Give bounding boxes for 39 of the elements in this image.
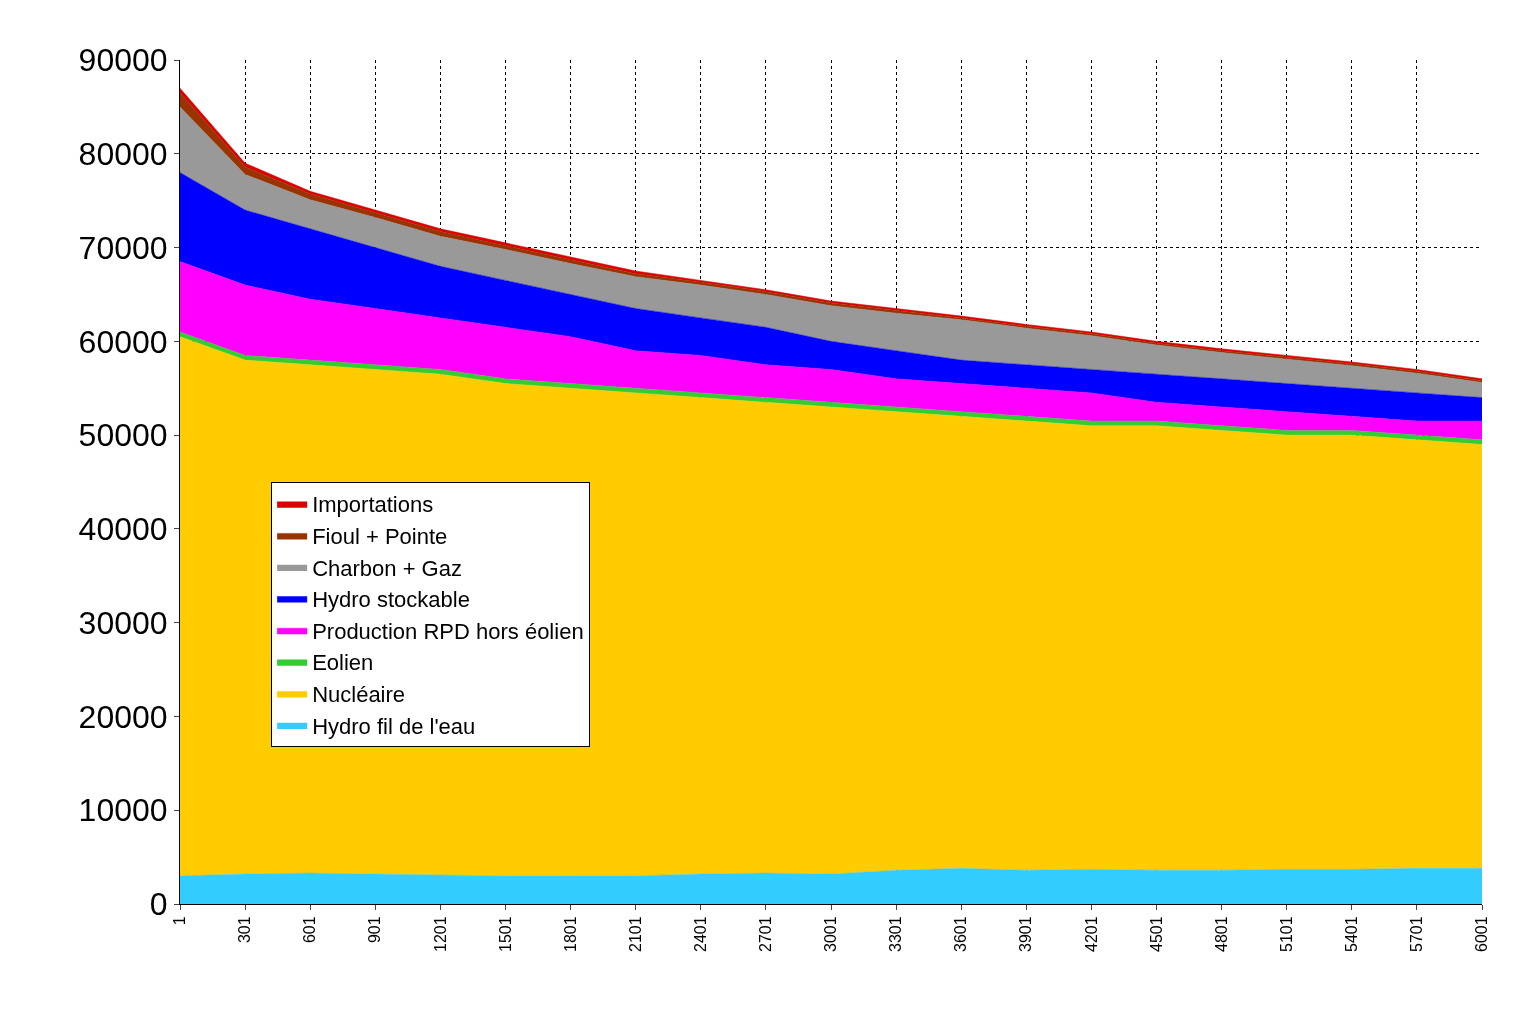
x-tick-label: 2701: [757, 916, 775, 952]
y-tick-label: 30000: [78, 604, 168, 641]
x-tick-label: 5401: [1343, 916, 1360, 952]
y-tick-label: 80000: [78, 135, 168, 172]
y-tick-label: 10000: [78, 792, 168, 829]
x-tick-label: 3301: [887, 916, 905, 952]
x-tick-label: 6001: [1473, 916, 1491, 952]
x-tick-label: 2101: [626, 916, 644, 952]
legend-label: Eolien: [312, 650, 374, 676]
x-tick-label: 1: [171, 916, 189, 926]
legend-label: Charbon + Gaz: [312, 555, 462, 581]
y-tick-label: 70000: [78, 229, 168, 266]
legend-label: Production RPD hors éolien: [312, 618, 584, 644]
x-tick-label: 901: [366, 916, 384, 944]
x-tick-label: 5101: [1277, 916, 1295, 952]
x-tick-label: 601: [301, 916, 319, 944]
x-tick-label: 4501: [1147, 916, 1165, 952]
y-tick-label: 20000: [78, 698, 168, 735]
x-tick-label: 4201: [1082, 916, 1100, 952]
x-tick-label: 2401: [692, 916, 709, 952]
x-tick-label: 3001: [822, 916, 840, 952]
legend-label: Nucléaire: [312, 681, 406, 707]
x-tick-label: 1501: [496, 916, 514, 952]
x-tick-label: 5701: [1408, 916, 1426, 952]
legend-label: Fioul + Pointe: [312, 523, 448, 549]
x-tick-label: 1201: [431, 916, 449, 952]
x-tick-label: 3601: [952, 916, 970, 952]
legend-label: Hydro stockable: [312, 587, 470, 613]
y-tick-label: 40000: [78, 511, 168, 548]
x-tick-label: 3901: [1017, 916, 1035, 952]
x-tick-label: 1801: [561, 916, 579, 952]
x-tick-label: 4801: [1212, 916, 1230, 952]
legend-label: Importations: [312, 492, 434, 518]
y-tick-label: 60000: [78, 323, 168, 360]
y-tick-label: 50000: [78, 417, 168, 454]
y-tick-label: 0: [149, 886, 168, 923]
legend-label: Hydro fil de l'eau: [312, 713, 476, 739]
y-tick-label: 90000: [78, 42, 168, 79]
x-tick-label: 301: [236, 916, 254, 944]
